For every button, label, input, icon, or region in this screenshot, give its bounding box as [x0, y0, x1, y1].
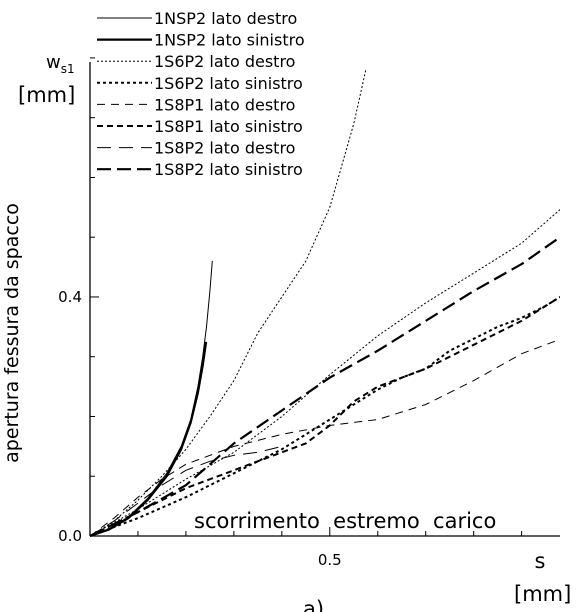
x-axis-label: s [535, 549, 546, 573]
panel-label: a) [303, 597, 324, 612]
series-line-5 [90, 338, 560, 537]
legend-label-8: 1S8P2 lato sinistro [154, 160, 303, 179]
series-line-7 [90, 445, 282, 537]
y-axis-symbol: ws1 [46, 52, 75, 76]
series-line-2 [90, 341, 208, 538]
x-axis-unit: [mm] [514, 582, 571, 606]
x-tick-label: 0.5 [318, 551, 342, 569]
legend-label-3: 1S6P2 lato destro [154, 52, 295, 71]
y-axis-symbol-subscript: s1 [61, 62, 75, 76]
legend-label-2: 1NSP2 lato sinistro [154, 31, 305, 50]
legend-label-7: 1S8P2 lato destro [154, 139, 295, 158]
y-axis-label: apertura fessura da spacco [1, 203, 23, 463]
y-axis-unit: [mm] [18, 83, 75, 107]
axes: 0.5 0.0 0.4 [58, 57, 560, 569]
series-lines [90, 69, 560, 538]
series-line-8 [90, 236, 560, 537]
legend-label-5: 1S8P1 lato destro [154, 95, 295, 114]
y-tick-label: 0.0 [58, 527, 82, 545]
series-line-3 [90, 69, 367, 537]
series-line-6 [90, 296, 560, 537]
legend: 1NSP2 lato destro 1NSP2 lato sinistro 1S6P… [97, 9, 305, 179]
annotation-scorrimento: scorrimento estremo carico [194, 509, 496, 533]
legend-label-6: 1S8P1 lato sinistro [154, 117, 303, 136]
y-tick-label: 0.4 [58, 288, 82, 306]
legend-label-1: 1NSP2 lato destro [154, 9, 297, 28]
series-line-4 [90, 296, 560, 537]
y-axis-symbol-main: w [46, 52, 61, 73]
legend-label-4: 1S6P2 lato sinistro [154, 74, 303, 93]
series-line-9 [90, 209, 560, 537]
